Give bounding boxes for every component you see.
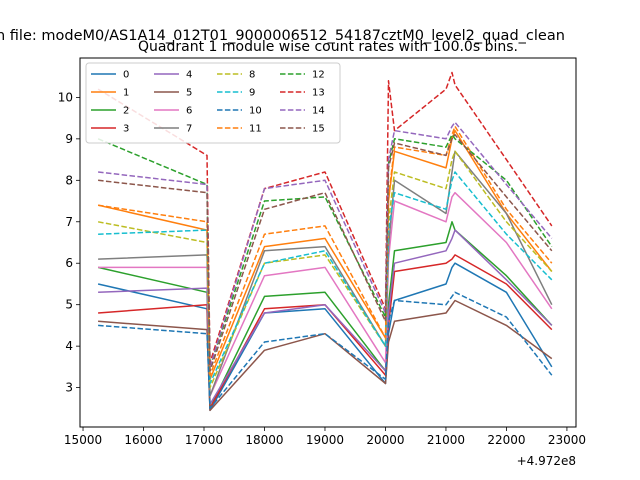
legend-box <box>85 62 341 144</box>
x-tick-label: 21000 <box>427 433 465 447</box>
series-10-line <box>98 291 553 410</box>
plot-series <box>97 71 553 412</box>
y-tick-label: 5 <box>65 298 73 312</box>
legend-label-9: 9 <box>249 88 255 99</box>
series-5-line <box>98 299 553 412</box>
x-offset-label: +4.972e8 <box>517 454 576 468</box>
x-tick-label: 20000 <box>366 433 404 447</box>
x-tick-label: 23000 <box>548 433 586 447</box>
legend-label-11: 11 <box>249 124 262 135</box>
legend-label-10: 10 <box>249 106 262 117</box>
legend-label-2: 2 <box>123 106 129 117</box>
figure-suptitle: n file: modeM0/AS1A14_012T01_9000006512_… <box>0 28 565 44</box>
legend-label-4: 4 <box>186 70 192 81</box>
y-tick-label: 3 <box>65 381 73 395</box>
legend-label-15: 15 <box>312 124 325 135</box>
y-tick-label: 9 <box>65 132 73 146</box>
legend-label-7: 7 <box>186 124 192 135</box>
legend-label-8: 8 <box>249 70 255 81</box>
chart-title: Quadrant 1 module wise count rates with … <box>138 39 518 55</box>
y-tick-label: 10 <box>58 90 73 104</box>
x-tick-label: 16000 <box>124 433 162 447</box>
legend-label-13: 13 <box>312 88 325 99</box>
x-tick-label: 18000 <box>245 433 283 447</box>
legend-label-5: 5 <box>186 88 192 99</box>
y-tick-label: 8 <box>65 173 73 187</box>
axes-frame <box>79 57 577 428</box>
y-tick-label: 7 <box>65 215 73 229</box>
x-tick-label: 17000 <box>185 433 223 447</box>
series-15-line <box>98 133 553 372</box>
legend-label-3: 3 <box>123 124 129 135</box>
y-tick-label: 6 <box>65 256 73 270</box>
legend-label-1: 1 <box>123 88 129 99</box>
x-tick-label: 22000 <box>487 433 525 447</box>
series-14-line <box>98 121 553 368</box>
legend-label-12: 12 <box>312 70 325 81</box>
y-tick-label: 4 <box>65 339 73 353</box>
series-8-line <box>97 150 553 389</box>
series-9-line <box>98 171 553 385</box>
legend-label-6: 6 <box>186 106 192 117</box>
legend-label-14: 14 <box>312 106 325 117</box>
x-tick-label: 15000 <box>64 433 102 447</box>
legend-label-0: 0 <box>123 70 129 81</box>
x-tick-label: 19000 <box>306 433 344 447</box>
axes-ticks: 15000 16000 17000 18000 19000 20000 21000 22000… <box>58 90 586 447</box>
